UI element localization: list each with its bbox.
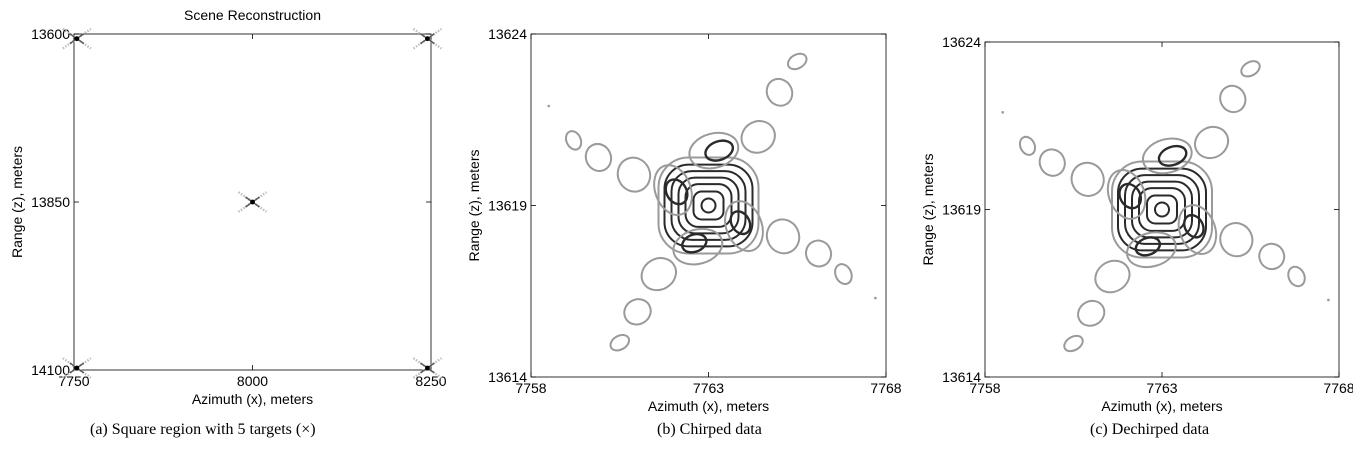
chart-title: Scene Reconstruction [184, 7, 321, 23]
sidelobe-contour [805, 239, 833, 268]
target-point [237, 191, 268, 213]
target-point [412, 27, 443, 50]
x-axis-label: Azimuth (x), meters [192, 391, 313, 407]
sidelobe-contour [1063, 334, 1084, 353]
contour-line [1124, 174, 1200, 245]
caption-c: (c) Dechirped data [1090, 421, 1210, 438]
sidelobe-contour [681, 232, 708, 254]
target-point [62, 27, 92, 50]
y-tick-label: 13614 [488, 369, 527, 385]
contour-line [684, 183, 733, 228]
sidelobe-contour [1240, 60, 1261, 78]
y-tick-label: 13624 [488, 26, 527, 42]
x-axis-label: Azimuth (x), meters [1101, 398, 1222, 414]
sidelobe-contour [1077, 299, 1106, 327]
contour-line [1138, 187, 1186, 232]
sidelobe-contour [1134, 236, 1162, 257]
sidelobe-contour [1157, 144, 1188, 167]
sidelobe-contour [564, 130, 583, 151]
sidelobe-contour [1118, 182, 1143, 210]
speck-dot [1327, 298, 1330, 302]
sidelobe-contour [1258, 242, 1286, 271]
sidelobe-contour [616, 156, 652, 193]
y-tick-label: 14100 [31, 362, 70, 378]
sidelobe-contour [1094, 259, 1131, 294]
sidelobe-contour [1106, 169, 1147, 220]
y-tick-label: 13624 [942, 34, 981, 50]
x-axis-label: Azimuth (x), meters [648, 398, 769, 414]
sidelobe-contour [584, 142, 613, 172]
sidelobe-contour [609, 333, 631, 352]
caption-a: (a) Square region with 5 targets (×) [90, 421, 316, 438]
main-lobe [657, 156, 760, 255]
sidelobe-contour [640, 257, 678, 292]
sidelobe-contour [1219, 222, 1254, 258]
sidelobe-contour [653, 164, 693, 216]
sidelobe-contour [704, 139, 735, 162]
contour-line [700, 197, 717, 214]
speck-dot [874, 296, 877, 300]
sidelobe-contour [1038, 148, 1066, 177]
y-tick-label: 13619 [488, 198, 527, 214]
y-tick-label: 13850 [31, 194, 70, 210]
sidelobe-contour [688, 131, 740, 170]
contour-line [677, 176, 740, 235]
caption-b: (b) Chirped data [657, 421, 762, 438]
sidelobe-contour [765, 218, 801, 255]
sidelobe-contour [786, 52, 808, 71]
sidelobe-contour [1219, 84, 1247, 114]
sidelobe-contour [729, 210, 752, 236]
sidelobe-contour [672, 227, 724, 266]
y-axis-label: Range (z), meters [920, 153, 936, 265]
speck-dot [547, 104, 551, 108]
sidelobe-contour [664, 178, 689, 206]
sidelobe-contour [724, 200, 764, 253]
sidelobe-contour [1287, 265, 1306, 288]
sidelobe-contour [623, 298, 652, 326]
x-tick-label: 7768 [1323, 380, 1353, 396]
y-tick-label: 13619 [942, 202, 981, 218]
x-tick-label: 7768 [870, 380, 901, 396]
x-tick-label: 8000 [237, 373, 268, 389]
x-tick-label: 7758 [969, 380, 1000, 396]
speck-dot [1001, 111, 1004, 114]
sidelobe-contour [834, 263, 853, 285]
contour-line [1146, 194, 1178, 225]
contour-line [692, 190, 725, 221]
sidelobe-contour [1194, 125, 1230, 160]
sidelobe-contour [1018, 135, 1037, 156]
sidelobe-contour [1070, 161, 1105, 197]
contour-line [1117, 167, 1207, 252]
chart-panel-0: 7750 8000 8250 13600 13850 14100 Azimuth (x), … [9, 7, 447, 407]
target-point [412, 357, 443, 379]
axes-frame [530, 33, 887, 378]
x-tick-label: 8250 [415, 373, 446, 389]
y-axis-label: Range (z), meters [466, 149, 482, 261]
y-tick-label: 13600 [31, 26, 70, 42]
contour-line [663, 163, 754, 248]
y-axis-label: Range (z), meters [9, 146, 25, 258]
y-tick-label: 13614 [942, 369, 981, 385]
chart-panel-1: 7758 7763 7768 13614 13619 13624 Azimuth (x), … [466, 26, 902, 414]
contour-line [1111, 160, 1213, 259]
sidelobe-contour [765, 77, 794, 107]
x-tick-label: 7758 [515, 380, 546, 396]
target-point [62, 357, 92, 379]
axes-frame [984, 41, 1340, 378]
contour-line [1131, 180, 1193, 239]
sidelobe-contour [1141, 137, 1193, 175]
sidelobe-contour [740, 120, 776, 154]
x-tick-label: 7763 [693, 380, 724, 396]
sidelobe-contour [1126, 231, 1177, 269]
contour-line [1154, 201, 1170, 218]
main-lobe [1111, 160, 1213, 259]
contour-line [670, 170, 747, 241]
x-tick-label: 7750 [58, 373, 89, 389]
x-tick-label: 7763 [1146, 380, 1177, 396]
chart-panel-2: 7758 7763 7768 13614 13619 13624 Azimuth (x), … [920, 34, 1353, 414]
sidelobe-contour [1177, 204, 1218, 255]
sidelobe-contour [1183, 213, 1205, 239]
